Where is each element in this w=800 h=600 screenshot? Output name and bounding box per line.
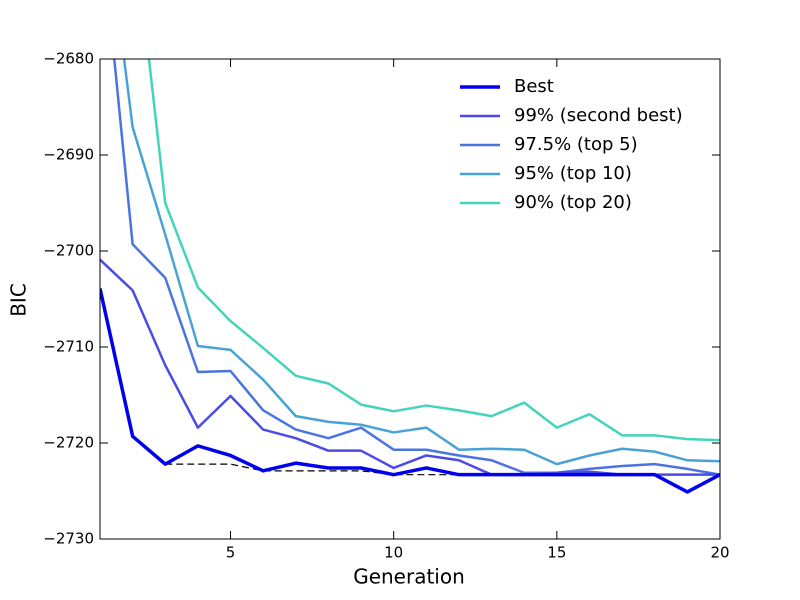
series-line — [122, 59, 720, 466]
series-line — [100, 288, 720, 494]
legend-label: Best — [514, 76, 554, 97]
series-line — [113, 59, 720, 476]
x-axis-label: Generation — [353, 565, 465, 589]
y-tick-label: −2690 — [43, 146, 94, 164]
legend-label: 90% (top 20) — [514, 192, 632, 213]
x-tick-label: 5 — [226, 544, 236, 562]
legend-label: 97.5% (top 5) — [514, 134, 638, 155]
series-line — [147, 59, 720, 442]
legend-label: 95% (top 10) — [514, 163, 632, 184]
y-tick-label: −2700 — [43, 242, 94, 260]
x-tick-label: 10 — [384, 544, 403, 562]
y-tick-label: −2730 — [43, 530, 94, 548]
y-tick-label: −2680 — [43, 50, 94, 68]
y-tick-label: −2720 — [43, 434, 94, 452]
y-tick-label: −2710 — [43, 338, 94, 356]
x-tick-label: 15 — [547, 544, 566, 562]
x-tick-label: 20 — [710, 544, 729, 562]
frame — [99, 58, 721, 540]
y-axis-label: BIC — [7, 283, 31, 317]
legend-label: 99% (second best) — [514, 105, 683, 126]
plot-area — [100, 59, 720, 494]
